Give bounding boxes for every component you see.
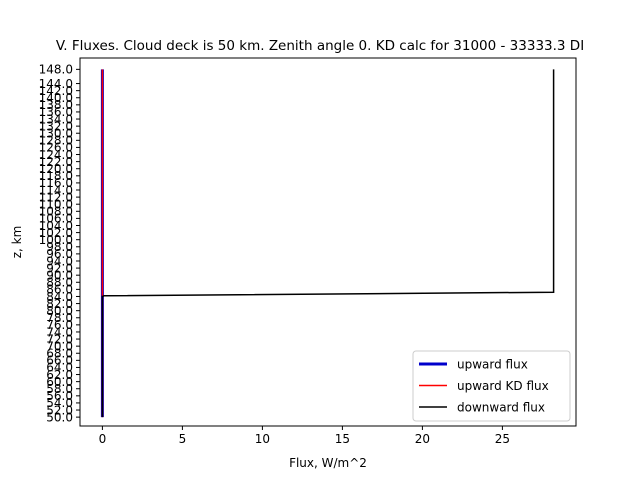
plot-frame	[79, 57, 577, 427]
y-tick-label: 112.0	[39, 190, 73, 204]
x-tick-label: 10	[255, 432, 270, 446]
y-tick-label: 148.0	[39, 63, 73, 77]
chart-title: V. Fluxes. Cloud deck is 50 km. Zenith a…	[56, 38, 584, 54]
y-tick-label: 144.0	[39, 77, 73, 91]
y-tick-label: 128.0	[39, 134, 73, 148]
y-tick-label: 140.0	[39, 91, 73, 105]
y-tick-label: 94.0	[46, 254, 73, 268]
x-tick-label: 25	[495, 432, 510, 446]
plot-area	[100, 69, 555, 418]
series-line-2	[101, 69, 555, 418]
y-tick-label: 60.0	[46, 375, 73, 389]
y-tick-label: 110.0	[39, 198, 73, 212]
y-tick-label: 106.0	[39, 212, 73, 226]
y-tick-label: 82.0	[46, 297, 73, 311]
y-tick-label: 136.0	[39, 105, 73, 119]
y-tick-label: 64.0	[46, 361, 73, 375]
y-axis-label: z, km	[10, 226, 24, 259]
y-tick-label: 120.0	[39, 162, 73, 176]
y-tick-label: 92.0	[46, 261, 73, 275]
y-tick-label: 72.0	[46, 332, 73, 346]
x-tick-label: 0	[99, 432, 107, 446]
y-tick-label: 122.0	[39, 155, 73, 169]
legend-label-1: upward KD flux	[457, 379, 549, 393]
legend: upward flux upward KD flux downward flux	[412, 350, 571, 422]
x-axis-label: Flux, W/m^2	[289, 456, 367, 470]
axes: 0 5 10 15 20 25 50.052.054.056.058.060.062.064…	[39, 57, 577, 446]
y-tick-label: 100.0	[39, 233, 73, 247]
x-tick-label: 5	[179, 432, 187, 446]
legend-label-0: upward flux	[457, 358, 528, 372]
y-tick-label: 66.0	[46, 354, 73, 368]
y-tick-label: 58.0	[46, 382, 73, 396]
y-tick-label: 132.0	[39, 119, 73, 133]
y-tick-label: 74.0	[46, 325, 73, 339]
y-tick-label: 70.0	[46, 339, 73, 353]
y-tick-label: 78.0	[46, 311, 73, 325]
legend-label-2: downward flux	[457, 401, 545, 415]
y-tick-label: 126.0	[39, 141, 73, 155]
y-tick-label: 90.0	[46, 268, 73, 282]
y-tick-label: 62.0	[46, 368, 73, 382]
y-tick-label: 86.0	[46, 283, 73, 297]
y-tick-label: 84.0	[46, 290, 73, 304]
legend-box	[412, 350, 571, 422]
y-tick-label: 56.0	[46, 389, 73, 403]
y-tick-label: 138.0	[39, 98, 73, 112]
y-tick-label: 116.0	[39, 176, 73, 190]
x-tick-label: 20	[415, 432, 430, 446]
y-tick-label: 96.0	[46, 247, 73, 261]
y-tick-label: 118.0	[39, 169, 73, 183]
y-tick-label: 52.0	[46, 403, 73, 417]
y-tick-label: 54.0	[46, 396, 73, 410]
y-tick-label: 50.0	[46, 410, 73, 424]
y-tick-label: 104.0	[39, 219, 73, 233]
y-tick-label: 76.0	[46, 318, 73, 332]
y-tick-label: 114.0	[39, 183, 73, 197]
y-tick-label: 108.0	[39, 205, 73, 219]
x-tick-label: 15	[335, 432, 350, 446]
y-tick-label: 134.0	[39, 112, 73, 126]
y-tick-label: 124.0	[39, 148, 73, 162]
y-tick-label: 98.0	[46, 240, 73, 254]
y-tick-label: 68.0	[46, 347, 73, 361]
y-tick-label: 102.0	[39, 226, 73, 240]
y-tick-label: 88.0	[46, 276, 73, 290]
y-tick-label: 142.0	[39, 84, 73, 98]
y-tick-label: 80.0	[46, 304, 73, 318]
y-tick-label: 130.0	[39, 127, 73, 141]
